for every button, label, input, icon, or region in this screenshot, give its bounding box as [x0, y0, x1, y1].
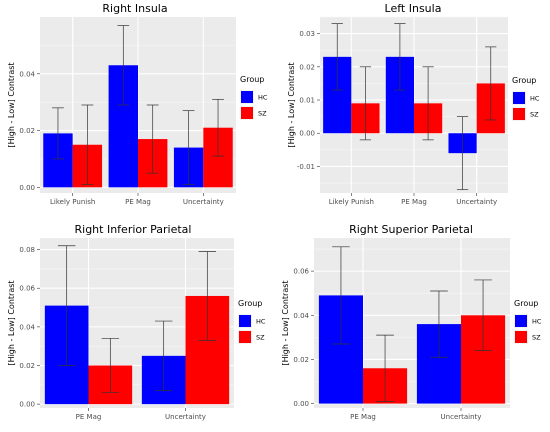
y-tick-label: 0.06: [19, 285, 35, 293]
y-tick-label: -0.01: [297, 163, 315, 171]
x-tick-label: Uncertainty: [441, 413, 482, 421]
legend-label-hc: HC: [258, 94, 268, 102]
y-tick-label: 0.04: [293, 312, 309, 320]
legend-swatch-sz[interactable]: [515, 331, 527, 343]
x-tick-label: PE Mag: [350, 413, 376, 421]
legend-swatch-hc[interactable]: [515, 315, 527, 327]
panel-2: -0.01 0.00 0.01 0.02 0.03 Likely Punish PE Mag…: [287, 2, 540, 206]
legend-swatch-sz[interactable]: [241, 107, 253, 119]
panel-3: 0.00 0.02 0.04 0.06 0.08 PE Mag Uncertainty Rig…: [7, 223, 266, 421]
y-tick-label: 0.04: [19, 323, 35, 331]
x-tick-label: PE Mag: [76, 413, 102, 421]
y-tick-label: 0.00: [19, 184, 35, 192]
y-tick-label: 0.02: [293, 356, 309, 364]
y-tick-label: 0.00: [299, 130, 315, 138]
legend-label-hc: HC: [530, 95, 540, 103]
panel-1: 0.00 0.02 0.04 Likely Punish PE Mag Uncertain…: [7, 2, 268, 206]
x-tick-label: Uncertainty: [456, 198, 497, 206]
legend-label-sz: SZ: [258, 110, 267, 118]
y-tick-label: 0.02: [19, 127, 35, 135]
legend-label-sz: SZ: [530, 111, 539, 119]
legend-title: Group: [512, 76, 536, 85]
y-axis-title: [High - Low] Contrast: [287, 62, 296, 147]
x-tick-label: Likely Punish: [329, 198, 374, 206]
chart-title: Right Inferior Parietal: [75, 223, 192, 236]
panel-4: 0.00 0.02 0.04 0.06 PE Mag Uncertainty Right S…: [281, 223, 542, 421]
chart-title: Left Insula: [385, 2, 442, 15]
legend-label-sz: SZ: [256, 334, 265, 342]
x-tick-label: PE Mag: [401, 198, 427, 206]
chart-title: Right Superior Parietal: [349, 223, 473, 236]
legend-title: Group: [514, 299, 538, 308]
y-tick-label: 0.03: [299, 30, 315, 38]
y-tick-label: 0.08: [19, 246, 35, 254]
legend-swatch-hc[interactable]: [241, 91, 253, 103]
legend-swatch-hc[interactable]: [513, 92, 525, 104]
legend: Group HC SZ: [512, 76, 540, 121]
legend-label-hc: HC: [532, 318, 542, 326]
x-tick-label: Uncertainty: [183, 198, 224, 206]
legend-title: Group: [240, 75, 264, 84]
legend-label-hc: HC: [256, 318, 266, 326]
legend-swatch-sz[interactable]: [513, 108, 525, 120]
y-tick-label: 0.02: [299, 63, 315, 71]
y-axis-title: [High - Low] Contrast: [281, 280, 290, 365]
legend-title: Group: [238, 299, 262, 308]
x-tick-label: PE Mag: [125, 198, 151, 206]
legend-label-sz: SZ: [532, 334, 541, 342]
y-tick-label: 0.06: [293, 268, 309, 276]
y-axis-title: [High - Low] Contrast: [7, 280, 16, 365]
x-tick-label: Uncertainty: [165, 413, 206, 421]
chart-title: Right Insula: [102, 2, 167, 15]
y-tick-label: 0.00: [293, 400, 309, 408]
legend-swatch-sz[interactable]: [239, 331, 251, 343]
legend: Group HC SZ: [240, 75, 268, 120]
legend-swatch-hc[interactable]: [239, 315, 251, 327]
y-tick-label: 0.00: [19, 401, 35, 409]
x-tick-label: Likely Punish: [50, 198, 95, 206]
y-tick-label: 0.01: [299, 97, 315, 105]
legend: Group HC SZ: [238, 299, 266, 344]
y-axis-title: [High - Low] Contrast: [7, 62, 16, 147]
y-tick-label: 0.02: [19, 362, 35, 370]
legend: Group HC SZ: [514, 299, 542, 344]
y-tick-label: 0.04: [19, 70, 35, 78]
